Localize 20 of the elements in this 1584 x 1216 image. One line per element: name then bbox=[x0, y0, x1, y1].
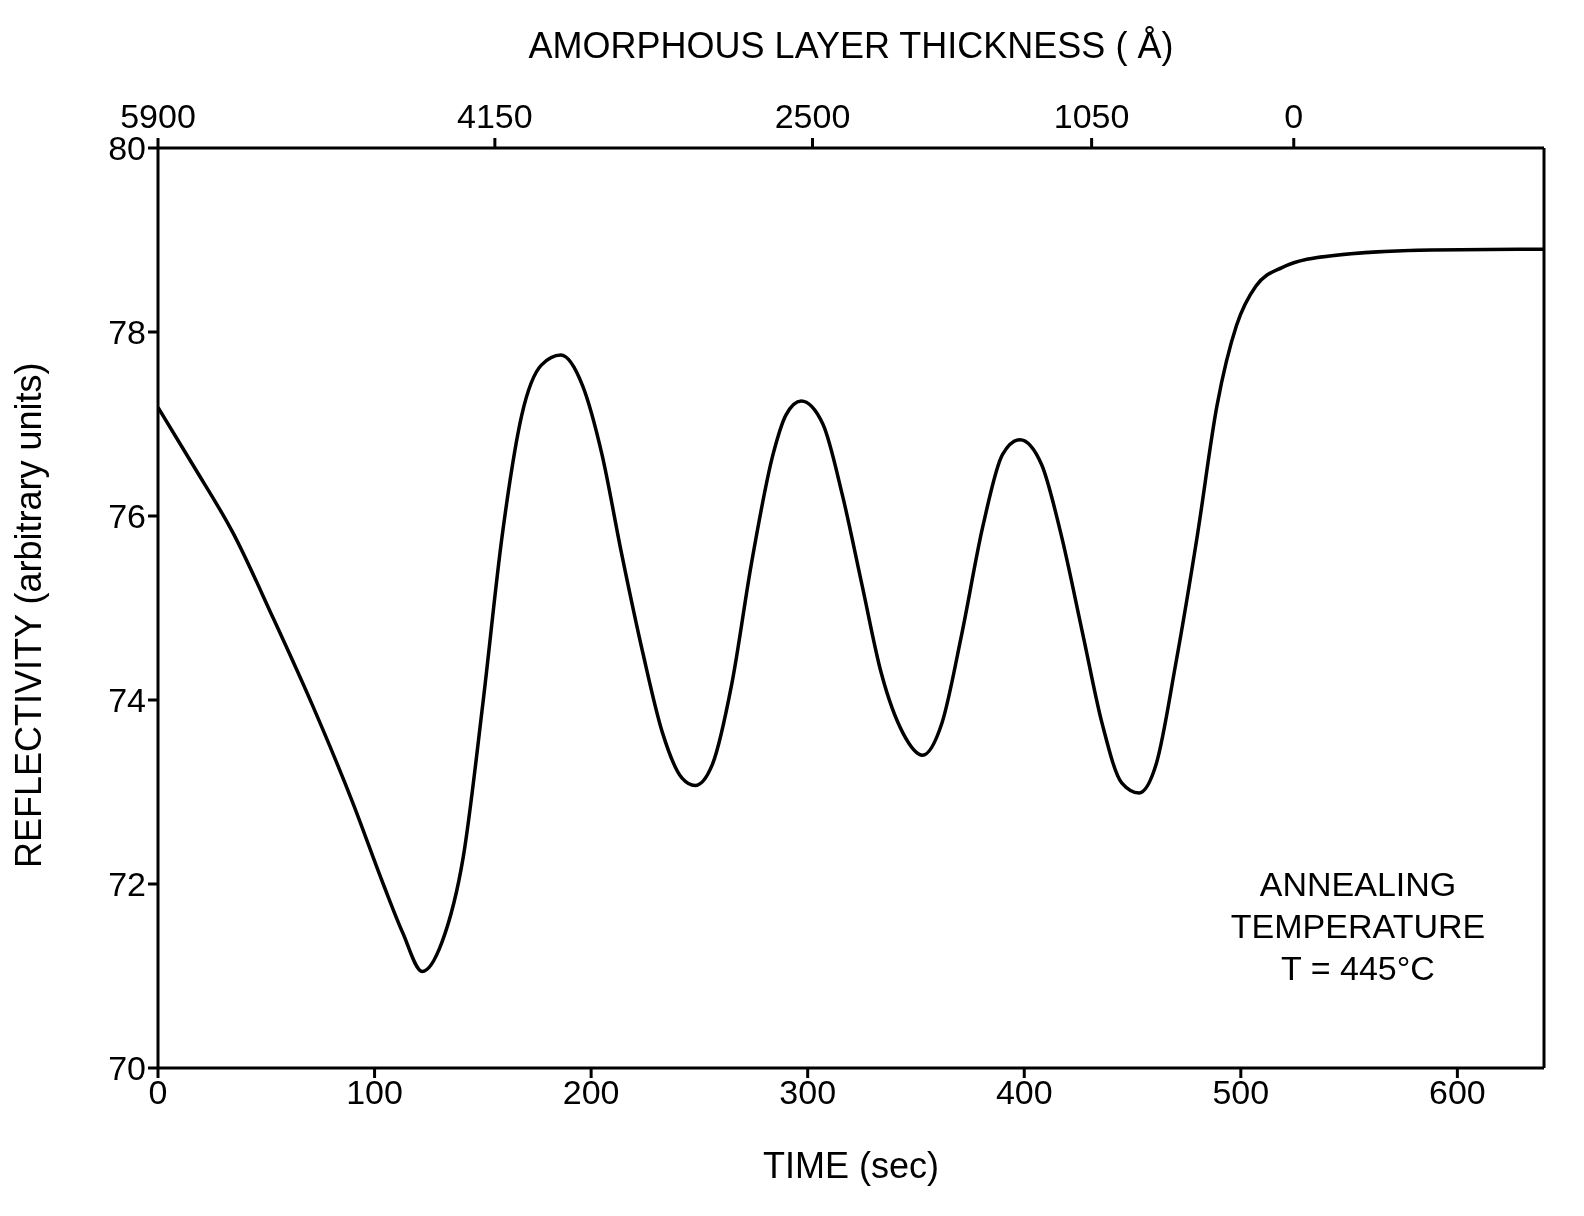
y-tick-label: 76 bbox=[108, 497, 146, 536]
x-tick-label: 500 bbox=[1212, 1073, 1270, 1112]
x2-axis-title: AMORPHOUS LAYER THICKNESS ( Å) bbox=[528, 25, 1174, 66]
x2-tick-label: 0 bbox=[1284, 97, 1304, 135]
x-tick-label: 300 bbox=[779, 1073, 837, 1112]
x2-tick-label: 1050 bbox=[1053, 97, 1130, 135]
y-tick-label: 74 bbox=[108, 681, 146, 720]
x2-tick-label: 4150 bbox=[457, 97, 533, 135]
x-tick-label: 100 bbox=[346, 1073, 403, 1112]
x-tick-label: 0 bbox=[148, 1073, 168, 1112]
y-tick-label: 72 bbox=[108, 865, 146, 904]
x-tick-label: 400 bbox=[995, 1073, 1053, 1112]
y-tick-label: 78 bbox=[108, 313, 146, 352]
y-tick-label: 70 bbox=[108, 1049, 146, 1088]
y-axis-title: REFLECTIVITY (arbitrary units) bbox=[7, 362, 49, 868]
x-axis-title: TIME (sec) bbox=[763, 1145, 939, 1186]
x-tick-label: 600 bbox=[1429, 1073, 1486, 1112]
annotation: ANNEALING TEMPERATURE T = 445°C bbox=[1229, 864, 1487, 989]
x2-tick-label: 2500 bbox=[774, 97, 851, 135]
x-tick-label: 200 bbox=[562, 1073, 620, 1112]
